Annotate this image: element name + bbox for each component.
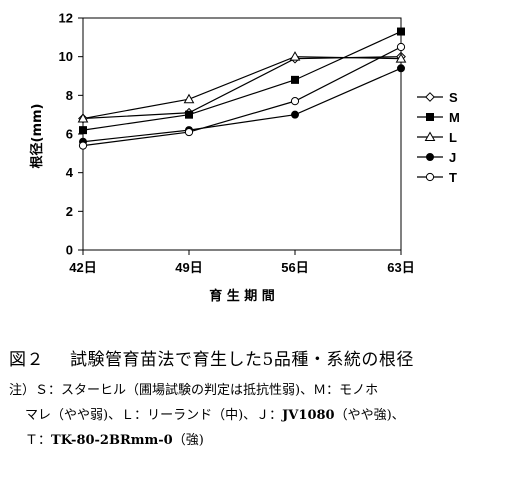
y-tick-label: 0 xyxy=(66,243,73,258)
data-point-t xyxy=(78,141,88,150)
data-point-t xyxy=(396,42,406,52)
figure-note-line-1: 注）Ｓ：スターヒル（圃場試験の判定は抵抗性弱)、Ｍ：モノホ xyxy=(9,378,524,403)
y-tick-label: 8 xyxy=(66,88,73,103)
series-lines xyxy=(82,30,402,147)
y-tick-label: 6 xyxy=(66,127,73,142)
legend-label-m: M xyxy=(449,110,460,125)
legend-label-t: T xyxy=(449,170,457,185)
legend-label-l: L xyxy=(449,130,457,145)
data-point-t xyxy=(290,97,300,106)
data-point-t xyxy=(184,127,194,137)
series-line-l xyxy=(82,56,402,120)
legend-marker-t xyxy=(425,172,435,182)
legend-marker-m xyxy=(426,113,434,121)
y-tick-label: 4 xyxy=(66,165,74,180)
legend-marker-l xyxy=(424,131,436,141)
figure-caption: 図２ 試験管育苗法で育生した5品種・系統の根径 注）Ｓ：スターヒル（圃場試験の判定… xyxy=(9,345,524,453)
note-text: （強) xyxy=(172,433,204,448)
note-variety-code: TK-80-2BRmm-0 xyxy=(51,433,173,448)
data-point-j xyxy=(397,64,405,73)
x-tick-label: 63日 xyxy=(387,260,414,275)
note-variety-code: JV1080 xyxy=(282,408,335,423)
figure-note-line-3: Ｔ：TK-80-2BRmm-0（強) xyxy=(9,428,524,453)
legend-label-s: S xyxy=(449,90,458,105)
data-point-m xyxy=(291,75,299,84)
x-tick-label: 56日 xyxy=(281,260,308,275)
y-tick-label: 12 xyxy=(59,11,73,26)
x-axis: 42日 49日 56日 63日 xyxy=(69,250,415,275)
y-axis: 0 2 4 6 8 10 12 xyxy=(59,11,83,258)
series-line-j xyxy=(82,67,402,143)
note-text: マレ（やや弱)、Ｌ：リーランド（中)、Ｊ： xyxy=(25,408,283,423)
figure-number: 図２ xyxy=(9,350,44,370)
figure-title-text: 試験管育苗法で育生した5品種・系統の根径 xyxy=(70,350,414,370)
note-text: Ｔ： xyxy=(25,433,52,448)
y-axis-title: 根径(mm) xyxy=(29,104,45,169)
series-line-m xyxy=(82,30,402,131)
data-point-j xyxy=(291,110,299,119)
line-chart: 0 2 4 6 8 10 12 42日 49日 56日 63日 根径(mm) 育 生 期 間 SM… xyxy=(29,11,460,305)
series-line-t xyxy=(82,46,402,147)
data-point-m xyxy=(185,110,193,119)
y-tick-label: 2 xyxy=(66,204,73,219)
figure-note-line-2: マレ（やや弱)、Ｌ：リーランド（中)、Ｊ：JV1080（やや強)、 xyxy=(9,403,524,428)
data-point-l xyxy=(77,113,89,123)
x-tick-label: 49日 xyxy=(175,260,202,275)
figure-title: 図２ 試験管育苗法で育生した5品種・系統の根径 xyxy=(9,345,524,370)
legend-marker-j xyxy=(426,153,434,161)
data-point-l xyxy=(183,93,195,104)
series-markers xyxy=(77,27,407,150)
data-point-m xyxy=(397,27,405,36)
legend-marker-s xyxy=(425,92,435,102)
data-point-l xyxy=(289,51,301,61)
data-point-l xyxy=(395,53,407,63)
data-point-m xyxy=(79,126,87,135)
x-tick-label: 42日 xyxy=(69,260,96,275)
y-tick-label: 10 xyxy=(59,49,73,64)
x-axis-title: 育 生 期 間 xyxy=(209,288,275,304)
note-text: （やや強)、 xyxy=(334,408,405,423)
note-text: 注）Ｓ：スターヒル（圃場試験の判定は抵抗性弱)、Ｍ：モノホ xyxy=(9,383,379,398)
legend-label-j: J xyxy=(449,150,456,165)
